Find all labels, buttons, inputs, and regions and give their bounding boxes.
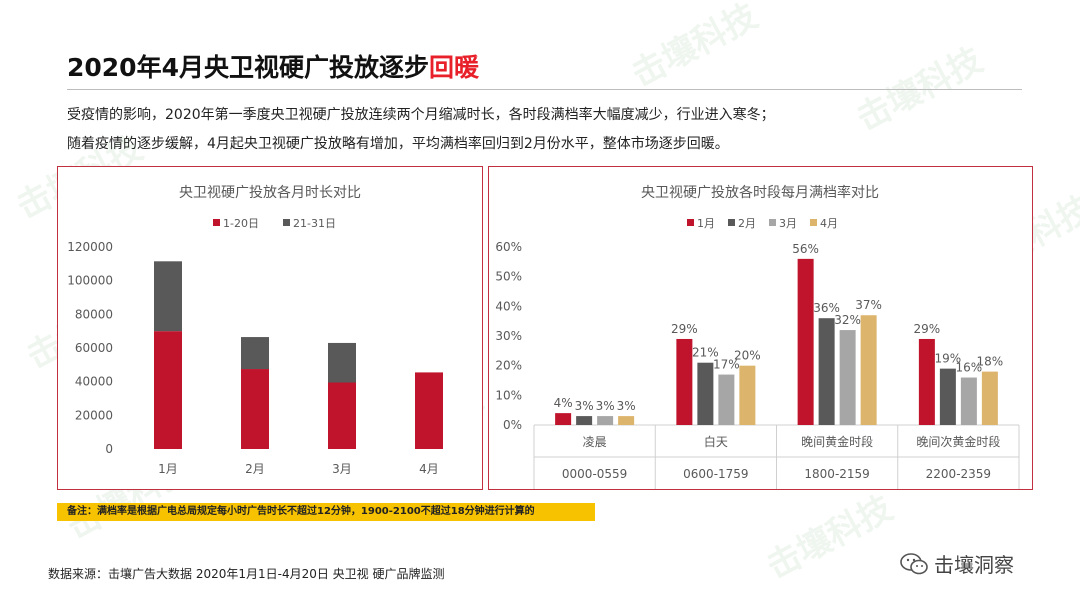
- data-source: 数据来源：击壤广告大数据 2020年1月1日-4月20日 央卫视 硬广品牌监测: [48, 567, 445, 581]
- y-tick-label: 40%: [495, 299, 522, 313]
- bar: [739, 365, 756, 425]
- y-tick-label: 60%: [495, 240, 522, 254]
- bar: [981, 371, 998, 425]
- x-tick-label: 3月: [332, 462, 352, 476]
- bar-segment: [415, 372, 443, 449]
- legend-swatch: [213, 219, 220, 226]
- bar: [718, 374, 735, 425]
- legend-swatch: [687, 219, 694, 226]
- x-tick-label: 4月: [419, 462, 439, 476]
- bar-segment: [241, 337, 269, 370]
- x-sub-tick-label: 0000-0559: [562, 467, 627, 481]
- x-sub-tick-label: 2200-2359: [926, 467, 991, 481]
- y-tick-label: 0%: [503, 418, 522, 432]
- data-label: 29%: [914, 322, 941, 336]
- y-tick-label: 40000: [75, 375, 113, 389]
- data-label: 20%: [734, 349, 761, 363]
- bar-segment: [154, 261, 182, 332]
- data-label: 4%: [554, 396, 573, 410]
- x-sub-tick-label: 1800-2159: [804, 467, 869, 481]
- bar: [676, 338, 693, 425]
- legend-swatch: [728, 219, 735, 226]
- watermark: 击壤科技: [850, 40, 990, 140]
- watermark: 击壤科技: [760, 488, 900, 588]
- x-tick-label: 晚间次黄金时段: [916, 434, 1000, 449]
- bar: [839, 330, 856, 425]
- data-label: 18%: [977, 355, 1004, 369]
- legend-label: 3月: [779, 217, 797, 230]
- daypart-fillrate-chart: 央卫视硬广投放各时段每月满档率对比 1月 2月 3月 4月 0% 10% 20% 30% 40% 5…: [488, 166, 1033, 490]
- wechat-icon: [900, 552, 928, 574]
- bar-segment: [154, 331, 182, 449]
- y-tick-label: 80000: [75, 307, 113, 321]
- daypart-fillrate-chart-svg: 央卫视硬广投放各时段每月满档率对比 1月 2月 3月 4月 0% 10% 20% 30% 40% 5…: [495, 184, 1020, 489]
- legend-label: 4月: [820, 217, 838, 230]
- chart-title: 央卫视硬广投放各月时长对比: [179, 185, 361, 201]
- y-tick-label: 30%: [495, 329, 522, 343]
- bar: [618, 416, 635, 425]
- bar: [697, 362, 714, 425]
- y-tick-label: 100000: [67, 274, 113, 288]
- chart-title: 央卫视硬广投放各时段每月满档率对比: [641, 184, 879, 201]
- x-tick-label: 白天: [704, 434, 728, 449]
- x-tick-label: 凌晨: [583, 435, 607, 449]
- legend-label: 1-20日: [223, 217, 259, 230]
- note-banner: 备注：满档率是根据广电总局规定每小时广告时长不超过12分钟，1900-2100不…: [57, 503, 595, 521]
- bar-segment: [328, 382, 356, 449]
- legend-swatch: [283, 219, 290, 226]
- data-label: 37%: [855, 298, 882, 312]
- page-title: 2020年4月央卫视硬广投放逐步回暖: [67, 53, 479, 82]
- description-line-2: 随着疫情的逐步缓解，4月起央卫视硬广投放略有增加，平均满档率回归到2月份水平，整…: [67, 136, 729, 152]
- bar-segment: [241, 369, 269, 449]
- brand-footer: 击壤洞察: [900, 549, 1014, 578]
- watermark: 击壤科技: [625, 0, 765, 96]
- legend-swatch: [769, 219, 776, 226]
- y-tick-label: 0: [105, 442, 113, 456]
- monthly-duration-chart: 央卫视硬广投放各月时长对比 1-20日 21-31日 0 20000 40000 60000…: [57, 166, 483, 490]
- y-tick-label: 20000: [75, 408, 113, 422]
- legend-label: 2月: [738, 217, 756, 230]
- x-tick-label: 1月: [158, 462, 178, 476]
- brand-label: 击壤洞察: [934, 553, 1014, 577]
- bar: [918, 338, 935, 425]
- data-label: 16%: [956, 361, 983, 375]
- bar: [939, 368, 956, 425]
- data-label: 32%: [834, 313, 861, 327]
- data-label: 17%: [713, 358, 740, 372]
- data-label: 3%: [617, 399, 636, 413]
- x-tick-label: 2月: [245, 462, 265, 476]
- bar: [860, 315, 877, 425]
- bar-segment: [328, 342, 356, 383]
- bar: [960, 377, 977, 425]
- x-tick-label: 晚间黄金时段: [801, 434, 873, 449]
- description-line-1: 受疫情的影响，2020年第一季度央卫视硬广投放连续两个月缩减时长，各时段满档率大…: [67, 107, 775, 123]
- title-block: 2020年4月央卫视硬广投放逐步回暖: [67, 48, 479, 84]
- bar: [597, 416, 614, 425]
- y-tick-label: 120000: [67, 240, 113, 254]
- x-sub-tick-label: 0600-1759: [683, 467, 748, 481]
- y-tick-label: 50%: [495, 270, 522, 284]
- y-tick-label: 10%: [495, 388, 522, 402]
- data-label: 56%: [792, 242, 819, 256]
- bar: [576, 416, 593, 425]
- bar: [818, 318, 835, 425]
- data-label: 36%: [813, 301, 840, 315]
- legend-swatch: [810, 219, 817, 226]
- data-label: 3%: [575, 399, 594, 413]
- monthly-duration-chart-svg: 央卫视硬广投放各月时长对比 1-20日 21-31日 0 20000 40000 60000…: [67, 185, 443, 476]
- data-label: 29%: [671, 322, 698, 336]
- legend-label: 1月: [697, 217, 715, 230]
- bar: [797, 258, 814, 425]
- title-divider: [67, 89, 1022, 90]
- data-label: 3%: [596, 399, 615, 413]
- data-label: 19%: [935, 352, 962, 366]
- legend-label: 21-31日: [293, 217, 336, 230]
- bar: [555, 413, 572, 425]
- data-label: 21%: [692, 346, 719, 360]
- y-tick-label: 20%: [495, 359, 522, 373]
- y-tick-label: 60000: [75, 341, 113, 355]
- title-highlight: 回暖: [428, 53, 479, 82]
